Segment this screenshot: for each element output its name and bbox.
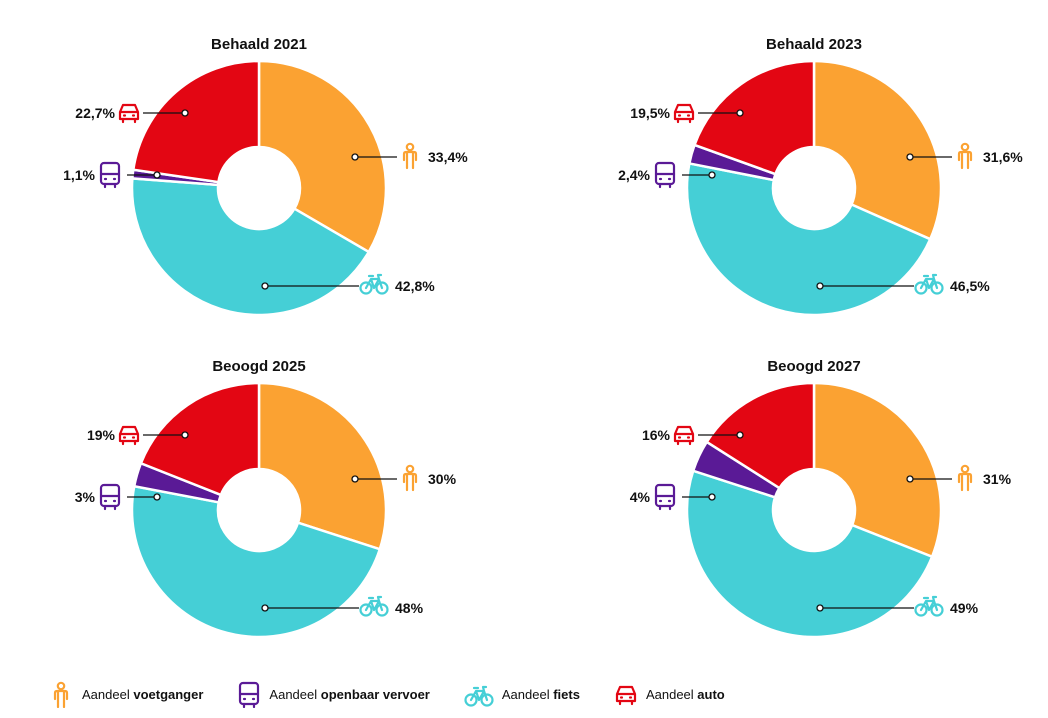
bicycle-icon (914, 595, 944, 617)
data-label: 30% (428, 471, 457, 487)
label-dot (736, 109, 744, 117)
legend-item-auto: Aandeel auto (614, 681, 725, 708)
label-dot (351, 475, 359, 483)
label-dot (153, 171, 161, 179)
data-label: 42,8% (395, 278, 435, 294)
slice-voetganger (257, 381, 388, 551)
label-dot (736, 431, 744, 439)
bus-icon (99, 483, 121, 511)
data-label: 16% (642, 427, 671, 443)
bicycle-icon (359, 595, 389, 617)
label-dot (906, 153, 914, 161)
legend: Aandeel voetganger Aandeel openbaar vervo… (50, 677, 1030, 711)
legend-label: Aandeel fiets (501, 686, 580, 702)
car-icon (615, 685, 637, 705)
pedestrian-icon (53, 681, 69, 708)
slice-fiets (685, 161, 932, 317)
legend-item-voetganger: Aandeel voetganger (50, 681, 203, 708)
bicycle-icon (359, 273, 389, 295)
legend-item-fiets: Aandeel fiets (464, 681, 580, 708)
label-dot (153, 493, 161, 501)
slice-auto (139, 381, 261, 497)
chart-title: Behaald 2021 (211, 36, 307, 53)
data-label: 4% (630, 489, 651, 505)
chart-title: Behaald 2023 (766, 36, 862, 53)
slice-fiets (685, 469, 934, 639)
label-dot (181, 431, 189, 439)
data-label: 22,7% (75, 105, 115, 121)
pedestrian-icon (402, 142, 418, 170)
data-label: 46,5% (950, 278, 990, 294)
data-label: 33,4% (428, 149, 468, 165)
data-label: 2,4% (618, 167, 650, 183)
donut-chart: Behaald 2021 33,4% 42,8% 1,1% 22,7% (63, 36, 468, 317)
label-dot (708, 493, 716, 501)
bicycle-icon (464, 685, 494, 707)
legend-label: Aandeel openbaar vervoer (269, 686, 430, 702)
bicycle-icon (914, 273, 944, 295)
legend-item-openbaar-vervoer: Aandeel openbaar vervoer (237, 681, 430, 708)
label-dot (708, 171, 716, 179)
bus-icon (99, 161, 121, 189)
pedestrian-icon (402, 464, 418, 492)
label-dot (261, 282, 269, 290)
slice-voetganger (812, 381, 943, 559)
donut-chart: Beoogd 2027 31% 49% 4% 16% (630, 358, 1012, 639)
data-label: 48% (395, 600, 424, 616)
bus-icon (654, 161, 676, 189)
car-icon (673, 103, 695, 124)
car-icon (118, 103, 140, 124)
slice-fiets (130, 484, 382, 639)
pedestrian-icon (957, 142, 973, 170)
label-dot (261, 604, 269, 612)
data-label: 19% (87, 427, 116, 443)
slice-voetganger (257, 59, 388, 254)
slice-voetganger (812, 59, 943, 241)
label-dot (816, 604, 824, 612)
data-label: 49% (950, 600, 979, 616)
car-icon (673, 425, 695, 446)
slice-auto (131, 59, 261, 184)
bus-icon (654, 483, 676, 511)
data-label: 19,5% (630, 105, 670, 121)
bus-icon (239, 681, 260, 708)
legend-label: Aandeel auto (645, 686, 725, 702)
label-dot (181, 109, 189, 117)
data-label: 3% (75, 489, 96, 505)
data-label: 1,1% (63, 167, 95, 183)
pedestrian-icon (957, 464, 973, 492)
label-dot (351, 153, 359, 161)
slice-fiets (130, 177, 371, 317)
donut-chart: Beoogd 2025 30% 48% 3% 19% (75, 358, 457, 639)
chart-title: Beoogd 2027 (767, 358, 860, 375)
label-dot (906, 475, 914, 483)
label-dot (816, 282, 824, 290)
donut-chart: Behaald 2023 31,6% 46,5% 2,4% 19,5% (618, 36, 1023, 317)
car-icon (118, 425, 140, 446)
legend-label: Aandeel voetganger (82, 686, 204, 702)
data-label: 31% (983, 471, 1012, 487)
data-label: 31,6% (983, 149, 1023, 165)
chart-title: Beoogd 2025 (212, 358, 305, 375)
slice-auto (692, 59, 816, 176)
slice-auto (705, 381, 816, 490)
